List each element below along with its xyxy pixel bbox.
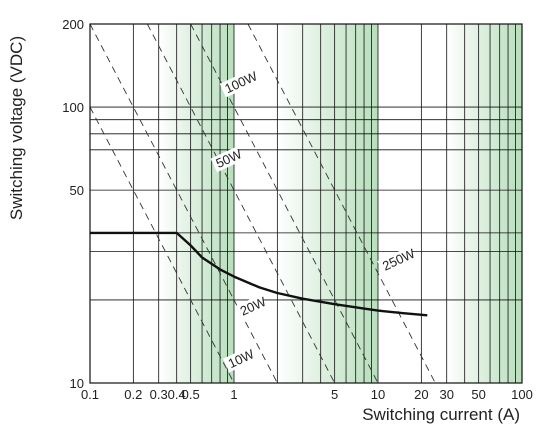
shaded-band <box>446 24 522 383</box>
x-tick-label: 1 <box>230 387 237 402</box>
power-line <box>146 23 336 384</box>
y-tick-label: 200 <box>62 17 84 32</box>
x-tick-label: 10 <box>371 387 385 402</box>
shaded-band <box>277 24 378 383</box>
y-axis-title: Switching voltage (VDC) <box>7 36 26 220</box>
power-label: 250W <box>380 245 418 273</box>
power-line <box>89 106 235 384</box>
power-label-bg <box>377 246 417 275</box>
shaded-bands <box>158 24 522 383</box>
power-label-bg <box>234 294 267 320</box>
x-tick-label: 20 <box>414 387 428 402</box>
plot-border <box>89 23 523 384</box>
power-label-bg <box>219 68 259 98</box>
x-axis-title: Switching current (A) <box>362 405 520 424</box>
x-tick-label: 5 <box>331 387 338 402</box>
x-tick-label: 0.3 <box>150 387 168 402</box>
x-tick-label: 0.4 <box>168 387 186 402</box>
y-tick-label: 10 <box>70 376 84 391</box>
y-tick-label: 100 <box>62 100 84 115</box>
x-tick-label: 0.1 <box>81 387 99 402</box>
tick-labels: 0.1 0.2 0.3 0.40.5 1 5 10 20 30 50 100 10 50 100 200 <box>62 17 533 402</box>
power-line <box>190 23 379 384</box>
x-tick-label: 0.2 <box>124 387 142 402</box>
power-label-bg <box>223 346 255 373</box>
power-line <box>89 23 278 384</box>
shaded-band <box>158 24 234 383</box>
y-tick-label: 50 <box>70 183 84 198</box>
x-tick-label: 30 <box>439 387 453 402</box>
power-label-bg <box>210 146 243 173</box>
x-tick-label: 100 <box>511 387 533 402</box>
x-tick-label: 50 <box>471 387 485 402</box>
x-tick-label: 0.5 <box>182 387 200 402</box>
series <box>90 231 428 317</box>
power-line <box>247 23 436 384</box>
series-line <box>90 231 428 317</box>
plot-frame <box>89 23 523 384</box>
power-label: 20W <box>238 294 269 319</box>
